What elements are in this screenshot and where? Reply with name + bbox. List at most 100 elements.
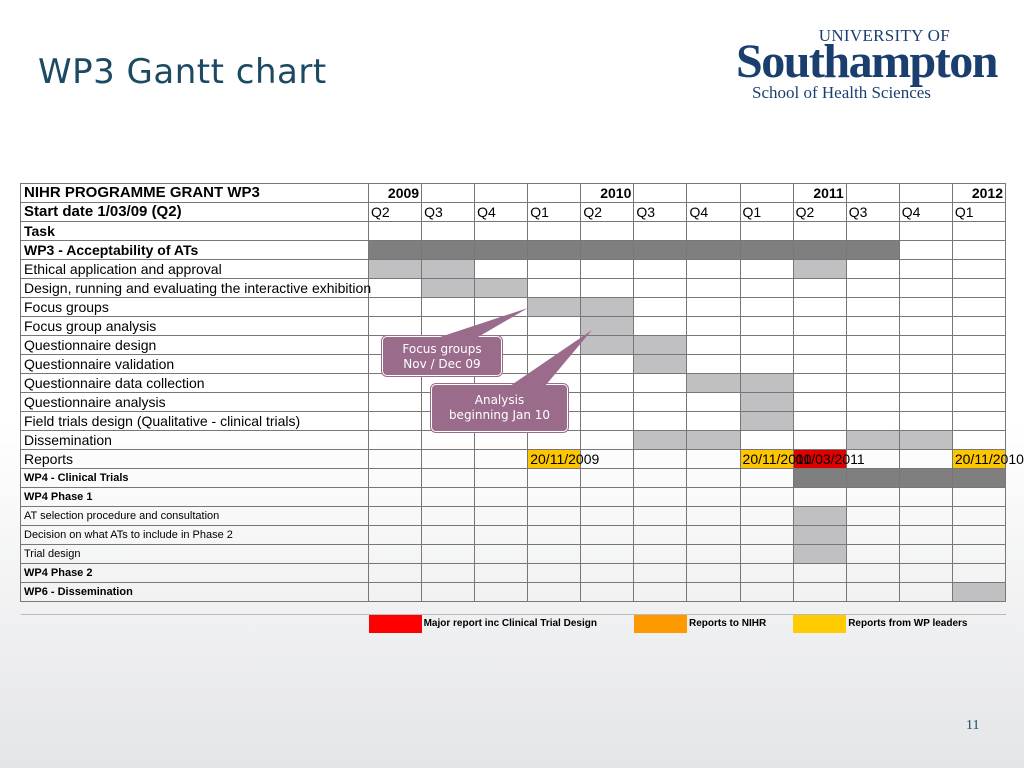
gantt-bar-light <box>792 259 847 279</box>
empty-cell <box>739 259 794 279</box>
empty-cell <box>898 278 953 298</box>
empty-cell <box>633 316 688 336</box>
empty-cell <box>474 468 529 488</box>
empty-cell <box>845 259 900 279</box>
empty-cell <box>421 544 476 564</box>
empty-cell <box>951 544 1007 564</box>
empty-cell <box>792 392 847 412</box>
empty-cell <box>633 563 688 583</box>
empty-cell <box>367 449 423 469</box>
empty-cell <box>686 582 741 602</box>
logo-university-of: UNIVERSITY OF <box>818 26 950 45</box>
empty-cell <box>421 468 476 488</box>
empty-cell <box>580 278 635 298</box>
empty-cell <box>739 297 794 317</box>
empty-cell <box>898 506 953 526</box>
task-label: Trial design <box>20 544 369 564</box>
empty-cell <box>421 221 476 241</box>
empty-cell <box>580 259 635 279</box>
task-label: Dissemination <box>20 430 369 450</box>
empty-cell <box>845 221 900 241</box>
empty-cell <box>367 430 423 450</box>
year-cell: 2010 <box>580 183 635 203</box>
empty-cell <box>951 411 1007 431</box>
empty-cell <box>367 278 423 298</box>
gantt-row: WP6 - Dissemination <box>20 582 1007 602</box>
gantt-bar-dark <box>686 240 741 260</box>
task-label: Focus groups <box>20 297 369 317</box>
empty-cell <box>951 240 1007 260</box>
empty-cell <box>898 449 953 469</box>
quarter-cell: Q1 <box>739 202 794 222</box>
year-cell: 2011 <box>792 183 847 203</box>
empty-cell <box>898 373 953 393</box>
gantt-bar-dark <box>845 468 900 488</box>
year-cell <box>421 183 476 203</box>
empty-cell <box>898 544 953 564</box>
gantt-row: Design, running and evaluating the inter… <box>20 278 1007 298</box>
empty-cell <box>580 411 635 431</box>
empty-cell <box>845 392 900 412</box>
gantt-row: Questionnaire validation <box>20 354 1007 374</box>
empty-cell <box>845 316 900 336</box>
empty-cell <box>951 278 1007 298</box>
callout-analysis: Analysis beginning Jan 10 <box>431 384 568 432</box>
gantt-row: Trial design <box>20 544 1007 564</box>
report-yellow: 20/11/2010 <box>951 449 1024 469</box>
gantt-bar-light <box>739 411 794 431</box>
task-label: Reports <box>20 449 369 469</box>
empty-cell <box>951 373 1007 393</box>
empty-cell <box>421 582 476 602</box>
gantt-bar-light <box>951 582 1007 602</box>
empty-cell <box>367 544 423 564</box>
gantt-bar-light <box>686 430 741 450</box>
empty-cell <box>580 354 635 374</box>
empty-cell <box>951 487 1007 507</box>
gantt-bar-light <box>367 259 423 279</box>
empty-cell <box>633 582 688 602</box>
gantt-bar-dark <box>951 468 1007 488</box>
university-logo: UNIVERSITY OF Southampton School of Heal… <box>736 26 998 106</box>
empty-cell <box>792 221 847 241</box>
empty-cell <box>898 563 953 583</box>
empty-cell <box>580 582 635 602</box>
task-label: Decision on what ATs to include in Phase… <box>20 525 369 545</box>
task-label: Design, running and evaluating the inter… <box>20 278 371 298</box>
year-cell <box>845 183 900 203</box>
empty-cell <box>951 354 1007 374</box>
year-cell <box>739 183 794 203</box>
logo-southampton: Southampton <box>736 35 998 88</box>
empty-cell <box>367 563 423 583</box>
empty-cell <box>792 335 847 355</box>
slide-title: WP3 Gantt chart <box>38 52 327 92</box>
empty-cell <box>527 221 582 241</box>
year-cell <box>898 183 953 203</box>
empty-cell <box>898 582 953 602</box>
empty-cell <box>367 411 423 431</box>
gantt-bar-light <box>527 297 582 317</box>
quarter-cell: Q3 <box>633 202 688 222</box>
empty-cell <box>633 506 688 526</box>
empty-cell <box>527 487 582 507</box>
gantt-row: WP4 Phase 1 <box>20 487 1007 507</box>
empty-cell <box>633 259 688 279</box>
empty-cell <box>367 373 423 393</box>
empty-cell <box>898 259 953 279</box>
header-quarters-row: Start date 1/03/09 (Q2) Q2 Q3 Q4 Q1 Q2 Q3 Q4 Q1… <box>20 202 1007 222</box>
task-label: Focus group analysis <box>20 316 369 336</box>
gantt-bar-light <box>421 259 476 279</box>
empty-cell <box>474 582 529 602</box>
empty-cell <box>739 316 794 336</box>
empty-cell <box>367 582 423 602</box>
empty-cell <box>792 278 847 298</box>
callout-focus-groups: Focus groups Nov / Dec 09 <box>382 336 502 376</box>
quarter-cell: Q4 <box>686 202 741 222</box>
gantt-row: Reports 20/11/2009 20/11/2010 01/03/2011 20/… <box>20 449 1024 469</box>
empty-cell <box>686 297 741 317</box>
quarter-cell: Q2 <box>580 202 635 222</box>
empty-cell <box>845 487 900 507</box>
empty-cell <box>580 487 635 507</box>
gantt-bar-light <box>580 335 635 355</box>
empty-cell <box>527 430 582 450</box>
empty-cell <box>686 221 741 241</box>
